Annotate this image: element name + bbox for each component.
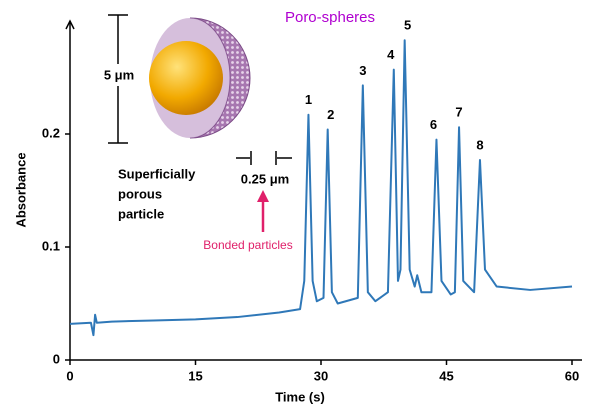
bonded-arrowhead — [257, 190, 269, 202]
y-tick-label: 0.1 — [42, 238, 60, 253]
chart: 5 μm 0.25 μm Superficially porous partic… — [0, 0, 595, 411]
particle-label: porous — [118, 186, 162, 201]
peak-label: 4 — [387, 47, 395, 62]
particle-illustration: 5 μm 0.25 μm Superficially porous partic… — [96, 15, 293, 252]
particle-label: particle — [118, 206, 164, 221]
peak-label: 8 — [476, 137, 483, 152]
peak-label: 3 — [359, 63, 366, 78]
x-tick-label: 0 — [66, 368, 73, 383]
x-tick-label: 30 — [314, 368, 328, 383]
x-tick-label: 60 — [565, 368, 579, 383]
page: 5 μm 0.25 μm Superficially porous partic… — [0, 0, 595, 411]
thickness-label: 0.25 μm — [241, 171, 289, 186]
y-tick-label: 0.2 — [42, 125, 60, 140]
diameter-label: 5 μm — [104, 67, 134, 82]
x-tick-label: 15 — [188, 368, 202, 383]
peak-label: 2 — [327, 107, 334, 122]
peak-label: 1 — [305, 92, 312, 107]
particle-label: Superficially — [118, 166, 196, 181]
bonded-label: Bonded particles — [203, 238, 292, 252]
x-axis-label: Time (s) — [275, 389, 325, 404]
peak-label: 5 — [404, 18, 411, 33]
peak-label: 7 — [455, 105, 462, 120]
peak-label: 6 — [430, 117, 437, 132]
y-tick-label: 0 — [53, 351, 60, 366]
chart-title: Poro-spheres — [285, 9, 375, 26]
y-axis-label: Absorbance — [13, 152, 28, 227]
x-tick-label: 45 — [439, 368, 453, 383]
solid-core — [149, 41, 223, 115]
